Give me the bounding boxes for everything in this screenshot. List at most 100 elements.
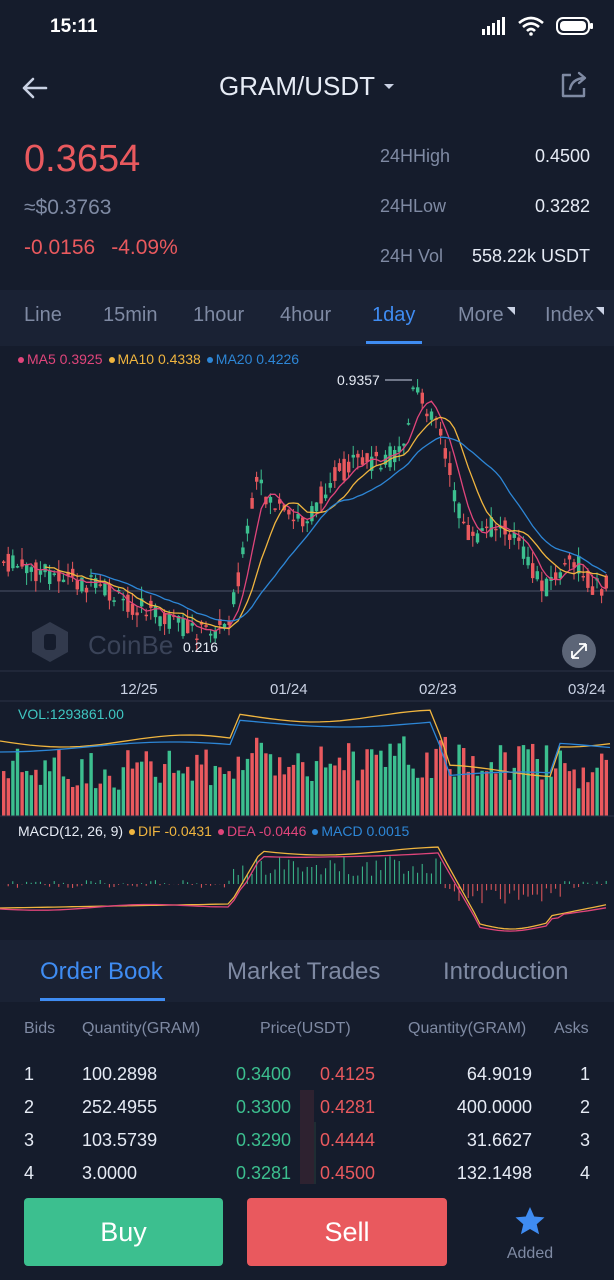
candle (232, 592, 236, 605)
bottom-action-bar: Buy Sell Added (0, 1188, 614, 1280)
candle (475, 533, 480, 543)
order-book-row[interactable]: 2 252.4955 0.3300 0.4281 2 400.0000 (0, 1097, 614, 1125)
bid-index: 2 (24, 1097, 35, 1117)
volume-bar (268, 754, 273, 816)
candle (406, 423, 411, 425)
pair-selector[interactable]: GRAM/USDT (219, 71, 395, 102)
tab-market-trades[interactable]: Market Trades (227, 958, 381, 985)
order-book-row[interactable]: 1 100.2898 0.3400 0.4125 1 64.9019 (0, 1064, 614, 1092)
volume-bar (402, 736, 406, 816)
tab-1hour[interactable]: 1hour (193, 304, 245, 326)
sell-button[interactable]: Sell (247, 1198, 447, 1266)
order-book-row[interactable]: 3 103.5739 0.3290 0.4444 3 31.6627 (0, 1130, 614, 1158)
candle (80, 577, 84, 592)
candle (604, 575, 608, 589)
bid-price: 0.3400 (236, 1064, 292, 1084)
volume-bar (71, 786, 75, 816)
volume-bar (406, 764, 411, 816)
status-bar: 15:11 (0, 0, 614, 55)
candle (489, 517, 493, 537)
added-favorite-button[interactable]: Added (490, 1206, 570, 1263)
volume-bar (29, 775, 33, 816)
volume-bar (227, 771, 231, 816)
volume-bar (181, 773, 185, 816)
candle (222, 623, 227, 629)
volume-bar (457, 744, 461, 816)
volume-bar (121, 767, 125, 816)
candle (236, 572, 240, 587)
candle (6, 553, 10, 572)
chart-area[interactable]: MA5 0.3925 MA10 0.4338 MA20 0.4226 0.935… (0, 346, 614, 940)
tab-index[interactable]: Index (545, 304, 594, 326)
volume-bar (549, 776, 553, 816)
volume-bar (130, 768, 135, 816)
volume-bar (117, 789, 121, 816)
candle (84, 587, 89, 593)
candle (563, 563, 567, 565)
volume-bar (66, 778, 70, 816)
candle (121, 598, 125, 601)
tab-1day[interactable]: 1day (372, 304, 416, 326)
candle (351, 454, 355, 458)
candle (89, 575, 93, 577)
volume-bar (590, 772, 595, 816)
volume-bar (287, 766, 291, 816)
volume-bar (512, 767, 516, 816)
tab-4hour[interactable]: 4hour (280, 304, 332, 326)
candle (480, 528, 484, 531)
candle (439, 428, 443, 436)
volume-bar (11, 760, 15, 816)
volume-bar (135, 762, 139, 816)
volume-bar (273, 775, 277, 816)
tab-order-book[interactable]: Order Book (40, 958, 163, 985)
volume-bar (416, 777, 420, 816)
legend-ma20: MA20 0.4226 (206, 351, 300, 367)
volume-bar (365, 749, 369, 816)
legend-ma10: MA10 0.4338 (108, 351, 201, 367)
tab-introduction[interactable]: Introduction (443, 958, 569, 985)
volume-bar (38, 784, 43, 816)
volume-bar (222, 774, 227, 816)
wifi-icon (518, 16, 544, 36)
legend-ma5-label: MA5 0.3925 (27, 351, 103, 367)
candle (268, 496, 273, 503)
header-qty-right: Quantity(GRAM) (408, 1020, 527, 1037)
volume-bar (61, 776, 66, 816)
candle (374, 451, 378, 457)
signal-icon (482, 17, 505, 35)
ask-price: 0.4444 (320, 1130, 376, 1150)
candle (213, 630, 217, 639)
candle (554, 572, 558, 580)
candle (540, 580, 544, 591)
candle (43, 564, 47, 573)
candle (176, 615, 181, 623)
change-absolute: -0.0156 (24, 236, 96, 259)
ask-index: 4 (580, 1163, 591, 1183)
share-icon[interactable] (558, 69, 590, 101)
tab-line[interactable]: Line (24, 304, 62, 326)
tab-more[interactable]: More (458, 304, 504, 326)
volume-bar (411, 768, 415, 816)
candle (324, 494, 328, 499)
volume-bar (485, 771, 489, 816)
added-label: Added (506, 1245, 554, 1262)
candle (531, 563, 535, 579)
ask-price: 0.4281 (320, 1097, 376, 1117)
volume-bar (517, 746, 521, 816)
volume-bar (107, 775, 112, 816)
buy-button[interactable]: Buy (24, 1198, 223, 1266)
candle (57, 570, 61, 582)
back-arrow-icon[interactable] (18, 71, 52, 105)
volume-bar (282, 774, 286, 816)
candle (466, 525, 470, 541)
candle (457, 503, 461, 519)
candle (15, 565, 20, 568)
ma-legend: MA5 0.3925 MA10 0.4338 MA20 0.4226 (18, 351, 299, 367)
tab-15min[interactable]: 15min (103, 304, 158, 326)
legend-ma20-label: MA20 0.4226 (215, 351, 300, 367)
order-book-row[interactable]: 4 3.0000 0.3281 0.4500 4 132.1498 (0, 1163, 614, 1191)
candle (195, 638, 199, 641)
volume-bar (508, 779, 512, 816)
volume-bar (140, 761, 144, 816)
volume-bar (250, 753, 254, 816)
